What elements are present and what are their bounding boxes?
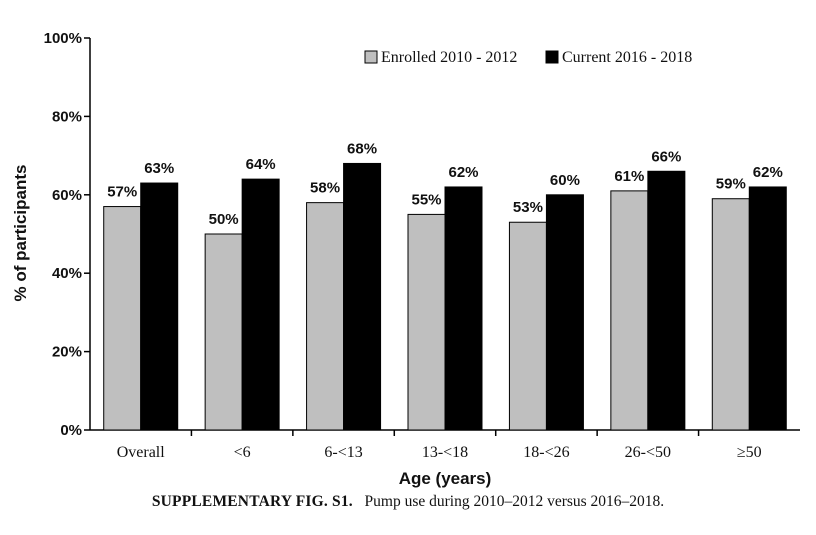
y-tick-label: 40%	[52, 265, 82, 282]
data-label: 58%	[310, 180, 340, 197]
legend-label: Enrolled 2010 - 2012	[381, 49, 517, 66]
bar-current	[343, 162, 382, 431]
bars	[103, 162, 787, 431]
figure-caption: SUPPLEMENTARY FIG. S1. Pump use during 2…	[0, 493, 816, 511]
data-label: 60%	[550, 172, 580, 189]
legend-swatch	[545, 50, 559, 64]
y-tick-label: 80%	[52, 108, 82, 125]
legend-swatch	[364, 50, 378, 64]
x-tick-label: 18-<26	[523, 444, 569, 461]
bar-enrolled	[204, 233, 243, 431]
data-label: 63%	[144, 160, 174, 177]
bar-enrolled	[711, 198, 750, 431]
data-labels: 57% 63% 50% 64% 58% 68% 55% 62% 53% 60% 61% 66% 59% 6…	[107, 140, 783, 228]
data-label: 50%	[209, 211, 239, 228]
data-label: 64%	[246, 156, 276, 173]
bar-enrolled	[306, 202, 345, 431]
bar-current	[545, 194, 584, 431]
data-label: 61%	[614, 168, 644, 185]
x-tick-label: 13-<18	[422, 444, 468, 461]
bar-chart: 0% 20% 40% 60% 80% 100% Overall <6 6-<13 13-<18 1…	[11, 30, 800, 488]
caption-text: Pump use during 2010–2012 versus 2016–20…	[364, 493, 665, 510]
x-tick-label: <6	[234, 444, 251, 461]
data-label: 57%	[107, 184, 137, 201]
bar-enrolled	[508, 221, 547, 431]
data-label: 55%	[411, 191, 441, 208]
y-tick-label: 0%	[60, 422, 82, 439]
data-label: 53%	[513, 199, 543, 216]
caption-label: SUPPLEMENTARY FIG. S1.	[151, 493, 353, 510]
data-label: 62%	[753, 164, 783, 181]
x-tick-label: 26-<50	[625, 444, 671, 461]
legend-label: Current 2016 - 2018	[562, 49, 692, 66]
bar-enrolled	[103, 206, 142, 431]
x-axis-title: Age (years)	[399, 469, 492, 488]
data-label: 62%	[448, 164, 478, 181]
y-tick-label: 60%	[52, 187, 82, 204]
bar-enrolled	[610, 190, 649, 431]
data-label: 59%	[716, 176, 746, 193]
data-label: 66%	[651, 148, 681, 165]
y-tick-label: 100%	[44, 30, 82, 47]
bar-current	[241, 178, 280, 431]
bar-current	[647, 170, 686, 431]
legend: Enrolled 2010 - 2012 Current 2016 - 2018	[364, 49, 692, 66]
bar-enrolled	[407, 213, 446, 431]
x-axis: Overall <6 6-<13 13-<18 18-<26 26-<50 ≥50	[90, 429, 800, 461]
bar-current	[748, 186, 787, 431]
x-tick-label: Overall	[117, 444, 166, 461]
y-axis-title: % of participants	[11, 165, 30, 302]
y-tick-label: 20%	[52, 344, 82, 361]
data-label: 68%	[347, 140, 377, 157]
x-tick-label: 6-<13	[324, 444, 362, 461]
bar-current	[444, 186, 483, 431]
x-tick-label: ≥50	[737, 444, 762, 461]
y-axis: 0% 20% 40% 60% 80% 100%	[44, 30, 91, 439]
bar-current	[140, 182, 179, 431]
